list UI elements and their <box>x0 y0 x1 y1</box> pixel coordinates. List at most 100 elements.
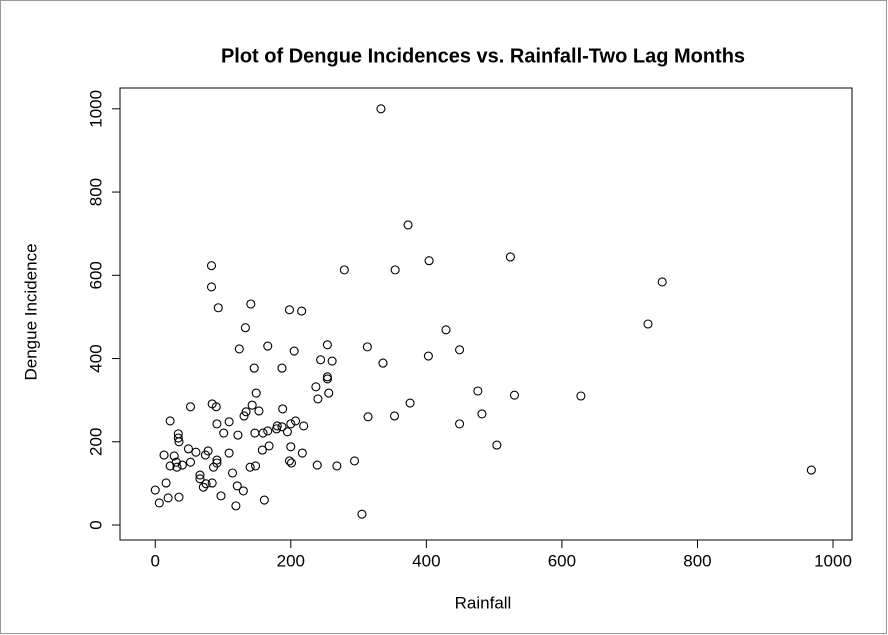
point <box>195 470 205 480</box>
point <box>198 482 208 492</box>
point <box>245 462 255 472</box>
x-tick-label: 600 <box>548 551 576 570</box>
point <box>455 419 465 429</box>
point <box>324 388 334 398</box>
x-tick-label: 200 <box>277 551 305 570</box>
point <box>327 356 337 366</box>
point <box>316 355 326 365</box>
point <box>251 388 261 398</box>
point <box>206 282 217 292</box>
point <box>211 402 221 412</box>
point <box>239 411 249 421</box>
y-tick-label: 600 <box>86 261 105 289</box>
point <box>183 444 194 454</box>
point <box>297 448 307 458</box>
point <box>403 220 413 230</box>
point <box>363 412 373 422</box>
point <box>185 457 196 467</box>
point <box>219 428 229 438</box>
point <box>232 481 242 491</box>
point <box>357 509 367 519</box>
y-tick-label: 0 <box>86 520 105 529</box>
point <box>216 491 226 501</box>
x-tick-label: 1000 <box>814 551 852 570</box>
point <box>278 404 288 414</box>
point <box>423 351 433 361</box>
point <box>234 344 244 354</box>
point <box>505 252 515 262</box>
point <box>163 493 173 503</box>
point <box>251 461 261 471</box>
point <box>240 323 250 333</box>
point <box>657 277 667 287</box>
y-tick-label: 800 <box>86 178 105 206</box>
point <box>249 363 259 373</box>
point <box>263 426 273 436</box>
point <box>173 433 183 443</box>
point <box>389 411 400 421</box>
point <box>185 402 196 412</box>
point <box>233 430 243 440</box>
point <box>322 340 332 350</box>
point <box>241 407 251 417</box>
point <box>206 261 217 271</box>
chart-title: Plot of Dengue Incidences vs. Rainfall-T… <box>221 45 745 67</box>
point <box>284 456 294 466</box>
point <box>258 428 268 438</box>
point <box>312 460 322 470</box>
point <box>227 468 238 478</box>
point <box>297 306 307 316</box>
point <box>473 386 483 396</box>
point <box>492 440 502 450</box>
point <box>172 462 182 472</box>
point <box>277 422 287 432</box>
point <box>208 462 219 472</box>
point <box>509 390 520 400</box>
y-tick-label: 400 <box>86 344 105 372</box>
point <box>311 382 321 392</box>
point <box>376 104 386 114</box>
y-tick-label: 1000 <box>86 90 105 128</box>
point <box>159 450 169 460</box>
point <box>441 325 451 335</box>
point <box>246 299 256 309</box>
point <box>174 492 184 502</box>
point <box>207 478 217 488</box>
point <box>286 442 296 452</box>
point <box>332 461 342 471</box>
point <box>250 428 260 438</box>
point <box>174 437 184 447</box>
point <box>405 398 415 408</box>
point <box>195 474 205 484</box>
point <box>259 495 269 505</box>
y-axis-label: Dengue Incidence <box>21 243 40 380</box>
point <box>263 341 273 351</box>
point <box>154 498 164 508</box>
point <box>282 427 292 437</box>
point <box>455 345 465 355</box>
point <box>378 358 388 368</box>
point <box>238 486 248 496</box>
point <box>277 363 287 373</box>
point <box>290 416 301 426</box>
point <box>231 501 241 511</box>
point <box>477 409 487 419</box>
point <box>177 460 187 470</box>
point <box>169 451 179 461</box>
point <box>286 458 297 468</box>
point <box>212 419 222 429</box>
point <box>390 265 400 275</box>
point <box>313 394 323 404</box>
point <box>289 346 299 356</box>
point <box>191 447 201 457</box>
point <box>165 416 175 426</box>
point <box>339 265 349 275</box>
point <box>247 400 257 410</box>
point <box>161 478 171 488</box>
point <box>200 450 210 460</box>
point <box>150 485 160 495</box>
point <box>213 303 223 313</box>
point <box>806 465 816 475</box>
